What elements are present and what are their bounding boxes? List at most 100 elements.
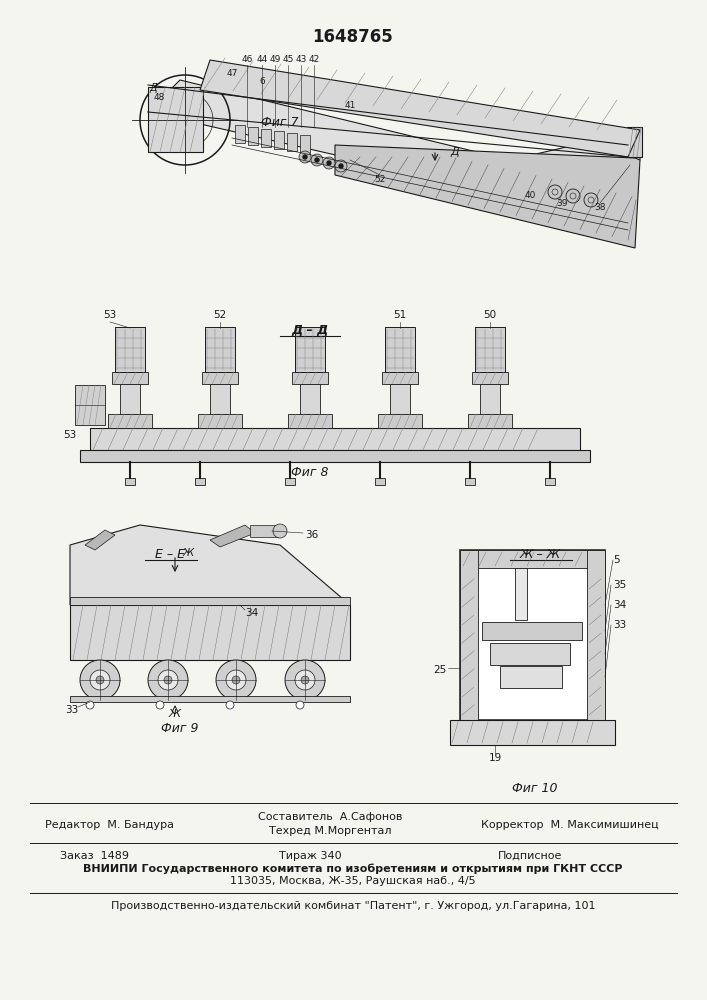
- Text: Фиг 8: Фиг 8: [291, 466, 329, 479]
- Circle shape: [232, 676, 240, 684]
- Bar: [287, 133, 297, 151]
- Circle shape: [86, 701, 94, 709]
- Text: Подписное: Подписное: [498, 851, 562, 861]
- Bar: [235, 125, 245, 143]
- Circle shape: [311, 154, 323, 166]
- Text: 44: 44: [257, 55, 268, 64]
- Circle shape: [323, 157, 335, 169]
- Bar: [480, 384, 500, 414]
- Bar: [490, 643, 570, 665]
- Bar: [202, 372, 238, 384]
- Bar: [125, 478, 135, 485]
- Text: Техред М.Моргентал: Техред М.Моргентал: [269, 826, 391, 836]
- Text: 41: 41: [344, 101, 356, 109]
- Bar: [70, 597, 350, 605]
- Polygon shape: [210, 525, 255, 547]
- Circle shape: [295, 670, 315, 690]
- Text: Д – Д: Д – Д: [291, 324, 329, 336]
- Text: Корректор  М. Максимишинец: Корректор М. Максимишинец: [481, 820, 659, 830]
- Bar: [300, 384, 320, 414]
- Text: 52: 52: [374, 176, 386, 184]
- Text: 25: 25: [433, 665, 447, 675]
- Circle shape: [273, 524, 287, 538]
- Text: Ж – Ж: Ж – Ж: [520, 548, 561, 562]
- Polygon shape: [85, 530, 115, 550]
- Text: Производственно-издательский комбинат "Патент", г. Ужгород, ул.Гагарина, 101: Производственно-издательский комбинат "П…: [111, 901, 595, 911]
- Bar: [300, 135, 310, 153]
- Text: 35: 35: [613, 580, 626, 590]
- Bar: [460, 550, 605, 720]
- Bar: [472, 372, 508, 384]
- Text: 48: 48: [153, 94, 165, 103]
- Bar: [261, 129, 271, 147]
- Circle shape: [148, 660, 188, 700]
- Circle shape: [80, 660, 120, 700]
- Bar: [250, 525, 280, 537]
- Circle shape: [216, 660, 256, 700]
- Text: 1648765: 1648765: [312, 28, 393, 46]
- Text: 46: 46: [241, 55, 252, 64]
- Text: 42: 42: [308, 55, 320, 64]
- Circle shape: [566, 189, 580, 203]
- Circle shape: [285, 660, 325, 700]
- Bar: [115, 327, 145, 372]
- Bar: [385, 327, 415, 372]
- Bar: [70, 696, 350, 702]
- Bar: [515, 568, 527, 620]
- Text: Тираж 340: Тираж 340: [279, 851, 341, 861]
- Bar: [627, 127, 642, 157]
- Bar: [198, 414, 242, 428]
- Bar: [80, 450, 590, 462]
- Text: Ж: Ж: [183, 548, 194, 558]
- Text: 53: 53: [64, 430, 76, 440]
- Polygon shape: [200, 60, 640, 157]
- Text: Фиг 10: Фиг 10: [513, 782, 558, 794]
- Circle shape: [301, 676, 309, 684]
- Bar: [450, 720, 615, 745]
- Bar: [390, 384, 410, 414]
- Bar: [148, 87, 203, 152]
- Circle shape: [158, 670, 178, 690]
- Bar: [90, 428, 580, 450]
- Text: Редактор  М. Бандура: Редактор М. Бандура: [45, 820, 175, 830]
- Text: 51: 51: [393, 310, 407, 320]
- Text: 5: 5: [613, 555, 619, 565]
- Polygon shape: [148, 80, 640, 195]
- Circle shape: [335, 160, 347, 172]
- Bar: [475, 327, 505, 372]
- Bar: [195, 478, 205, 485]
- Circle shape: [164, 676, 172, 684]
- Bar: [292, 372, 328, 384]
- Text: 53: 53: [103, 310, 117, 320]
- Polygon shape: [335, 145, 640, 248]
- Text: Составитель  А.Сафонов: Составитель А.Сафонов: [258, 812, 402, 822]
- Bar: [382, 372, 418, 384]
- Text: 36: 36: [305, 530, 318, 540]
- Text: 39: 39: [556, 198, 568, 208]
- Circle shape: [584, 193, 598, 207]
- Bar: [460, 550, 605, 568]
- Text: 45: 45: [282, 55, 293, 64]
- Bar: [70, 605, 350, 660]
- Circle shape: [315, 158, 319, 162]
- Text: ВНИИПИ Государственного комитета по изобретениям и открытиям при ГКНТ СССР: ВНИИПИ Государственного комитета по изоб…: [83, 864, 623, 874]
- Bar: [460, 550, 478, 720]
- Text: 33: 33: [65, 705, 78, 715]
- Bar: [205, 327, 235, 372]
- Bar: [274, 131, 284, 149]
- Bar: [375, 478, 385, 485]
- Bar: [378, 414, 422, 428]
- Bar: [210, 384, 230, 414]
- Bar: [500, 666, 562, 688]
- Text: 43: 43: [296, 55, 307, 64]
- Circle shape: [226, 701, 234, 709]
- Bar: [465, 478, 475, 485]
- Circle shape: [156, 701, 164, 709]
- Text: Е – Е: Е – Е: [155, 548, 185, 562]
- Text: 52: 52: [214, 310, 227, 320]
- Text: 33: 33: [613, 620, 626, 630]
- Circle shape: [90, 670, 110, 690]
- Circle shape: [327, 161, 331, 165]
- Bar: [75, 385, 105, 425]
- Circle shape: [339, 164, 343, 168]
